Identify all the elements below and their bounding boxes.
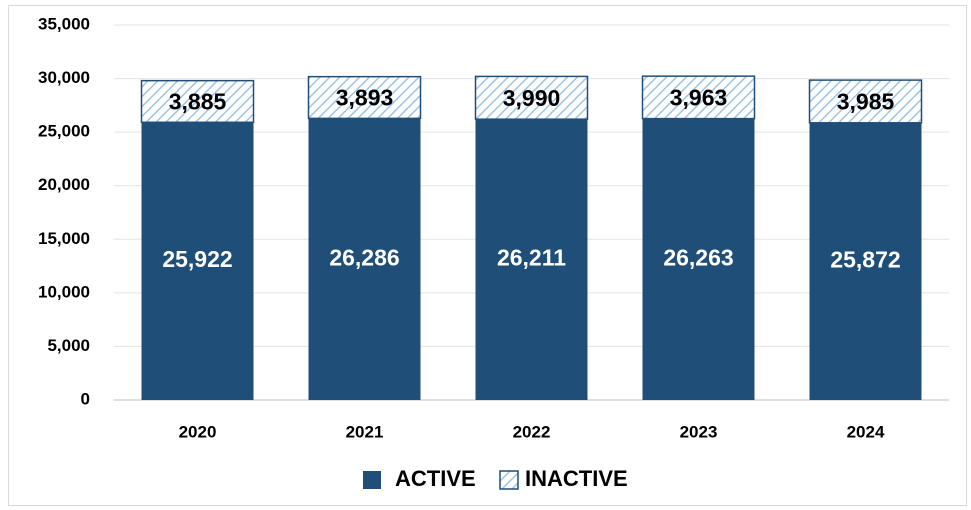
bar-segment <box>642 118 755 400</box>
bar-segment <box>140 79 255 124</box>
legend-label: INACTIVE <box>525 466 628 491</box>
bar-segment <box>474 75 589 120</box>
y-tick-label: 35,000 <box>38 14 90 33</box>
bar-segment <box>475 119 588 401</box>
bar-segment <box>641 75 756 120</box>
y-tick-label: 5,000 <box>47 336 90 355</box>
y-tick-label: 25,000 <box>38 122 90 141</box>
x-tick-label: 2021 <box>346 422 384 441</box>
legend-swatch <box>499 470 519 490</box>
bar-segment <box>808 79 923 124</box>
data-label: 3,963 <box>670 84 728 110</box>
bar-segment <box>141 122 254 400</box>
x-tick-label: 2024 <box>847 422 885 441</box>
x-tick-label: 2023 <box>680 422 718 441</box>
y-tick-label: 15,000 <box>38 229 90 248</box>
data-label: 26,211 <box>497 245 566 271</box>
y-tick-label: 30,000 <box>38 68 90 87</box>
data-label: 3,893 <box>336 85 394 111</box>
y-tick-label: 0 <box>81 389 90 408</box>
data-label: 3,885 <box>169 89 227 115</box>
bar-segment <box>809 122 922 401</box>
legend-label: ACTIVE <box>395 466 476 491</box>
x-tick-label: 2020 <box>179 422 217 441</box>
data-label: 3,985 <box>837 89 895 115</box>
data-label: 26,263 <box>663 244 733 270</box>
bar-segment <box>308 118 421 400</box>
data-label: 25,872 <box>830 246 900 272</box>
x-tick-label: 2022 <box>513 422 551 441</box>
y-tick-label: 20,000 <box>38 175 90 194</box>
y-tick-label: 10,000 <box>38 282 90 301</box>
data-label: 26,286 <box>329 244 399 270</box>
bar-segment <box>307 75 422 120</box>
legend-swatch <box>363 471 381 489</box>
data-label: 3,990 <box>503 85 561 111</box>
data-label: 25,922 <box>162 246 232 272</box>
